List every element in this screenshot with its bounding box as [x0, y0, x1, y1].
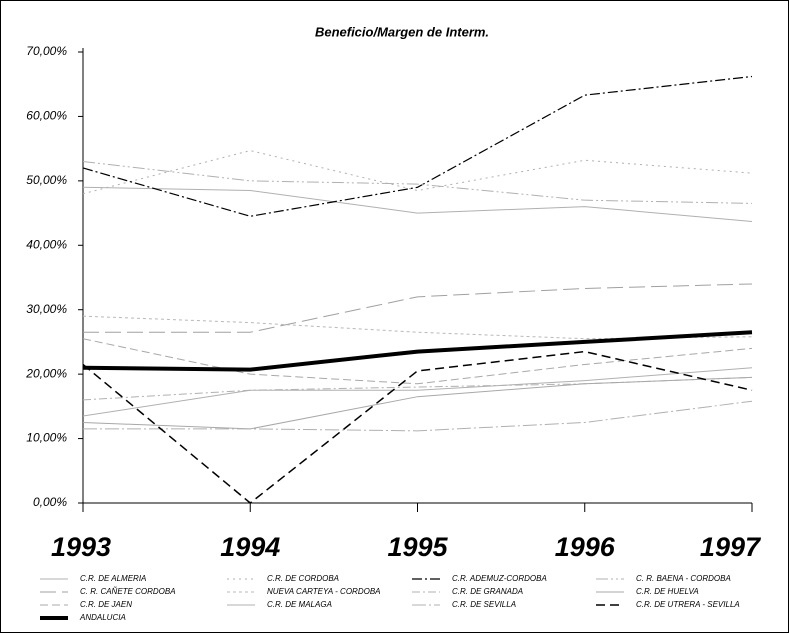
chart-title: Beneficio/Margen de Interm.: [315, 24, 489, 39]
series-line: [82, 367, 753, 417]
series-line: [82, 186, 753, 222]
y-tick-label: 20,00%: [25, 366, 67, 380]
y-tick-label: 10,00%: [26, 431, 67, 445]
series-line: [82, 150, 753, 195]
legend-label: C.R. DE SEVILLA: [452, 600, 516, 609]
y-tick-label: 70,00%: [26, 44, 67, 58]
legend-label: ANDALUCIA: [79, 613, 126, 622]
y-tick-label: 0,00%: [33, 495, 67, 509]
series-line: [82, 75, 753, 217]
x-tick-label: 1995: [387, 532, 448, 562]
series-line: [82, 161, 753, 204]
y-tick-label: 50,00%: [26, 173, 67, 187]
y-tick-label: 40,00%: [26, 237, 67, 251]
legend-label: C. R. BAENA - CORDOBA: [636, 574, 731, 583]
y-tick-label: 60,00%: [26, 109, 67, 123]
series-line: [82, 330, 753, 372]
y-tick-label: 30,00%: [26, 302, 67, 316]
series-line: [82, 338, 753, 385]
series-line: [82, 350, 753, 504]
legend-label: C. R. CAÑETE CORDOBA: [80, 587, 176, 596]
series-line: [83, 400, 753, 432]
legend-label: C.R. ADEMUZ-CORDOBA: [452, 574, 547, 583]
legend-label: NUEVA CARTEYA - CORDOBA: [267, 587, 381, 596]
legend-label: C.R. DE ALMERIA: [80, 574, 146, 583]
series-line: [82, 315, 753, 340]
legend-label: C.R. DE CORDOBA: [267, 574, 339, 583]
legend-label: C.R. DE JAEN: [80, 600, 132, 609]
legend-label: C.R. DE HUELVA: [636, 587, 699, 596]
x-tick-label: 1993: [51, 532, 111, 562]
series-line: [83, 283, 753, 333]
x-tick-label: 1997: [700, 532, 762, 562]
legend-label: C.R. DE MALAGA: [267, 600, 332, 609]
x-tick-label: 1996: [555, 532, 616, 562]
series-line: [82, 376, 753, 430]
x-tick-label: 1994: [220, 532, 280, 562]
legend-label: C.R. DE GRANADA: [452, 587, 523, 596]
legend-label: C.R. DE UTRERA - SEVILLA: [636, 600, 740, 609]
